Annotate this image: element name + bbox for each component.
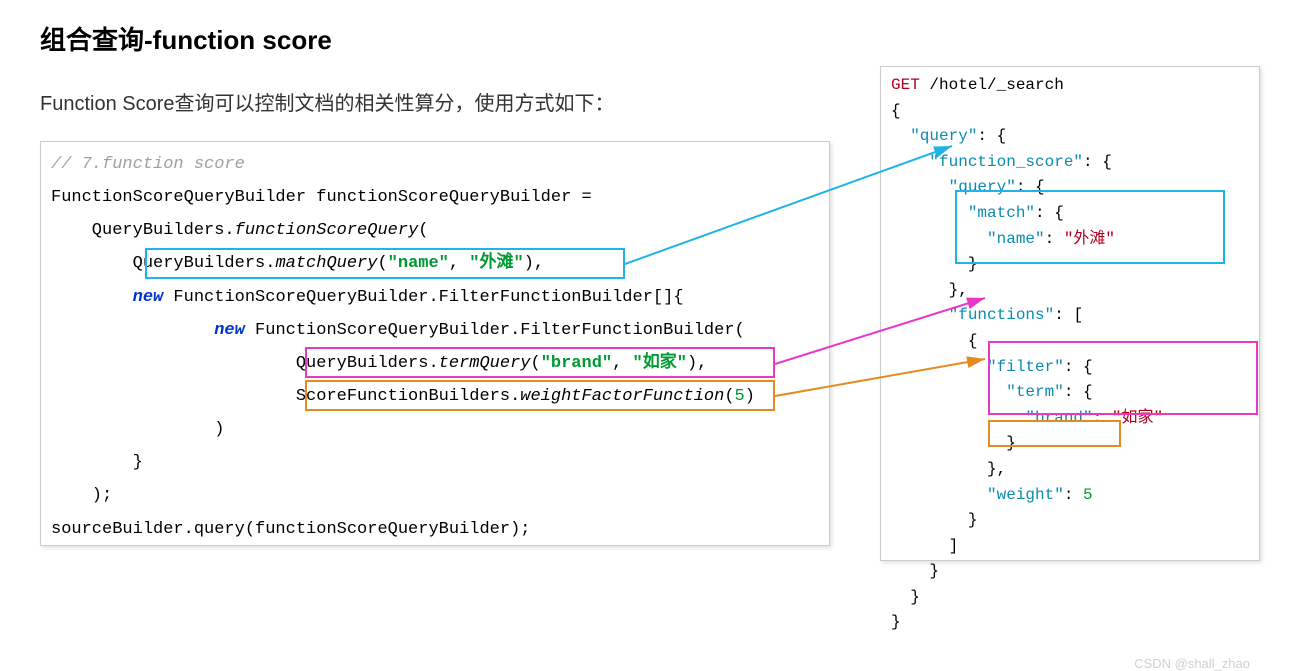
code-line: ( <box>531 354 541 373</box>
code-line <box>891 383 1006 401</box>
code-line: QueryBuilders. <box>51 221 235 240</box>
json-key: "brand" <box>1025 409 1092 427</box>
code-line: ) <box>745 387 755 406</box>
code-line: } <box>51 453 143 472</box>
code-line: { <box>891 332 977 350</box>
json-key: "match" <box>968 204 1035 222</box>
code-line: , <box>612 354 632 373</box>
code-method: termQuery <box>439 354 531 373</box>
json-key: "name" <box>987 230 1045 248</box>
java-code-block: // 7.function score FunctionScoreQueryBu… <box>40 141 830 546</box>
code-line: FunctionScoreQueryBuilder.FilterFunction… <box>163 288 683 307</box>
watermark: CSDN @shall_zhao <box>1134 656 1250 671</box>
code-line: }, <box>891 460 1006 478</box>
code-line: : <box>1064 486 1083 504</box>
code-line <box>891 127 910 145</box>
code-method: matchQuery <box>275 254 377 273</box>
code-line: } <box>891 511 977 529</box>
code-line: } <box>891 434 1016 452</box>
code-line: : { <box>1016 178 1045 196</box>
json-code-block: GET /hotel/_search { "query": { "functio… <box>880 66 1260 561</box>
code-line: ] <box>891 537 958 555</box>
code-string: "name" <box>388 254 449 273</box>
code-string: "外滩" <box>469 254 523 273</box>
code-line: : { <box>1064 383 1093 401</box>
code-line: : { <box>977 127 1006 145</box>
code-line <box>51 321 214 340</box>
code-line: , <box>449 254 469 273</box>
code-line: : <box>1045 230 1064 248</box>
code-line: : [ <box>1054 306 1083 324</box>
code-line: : { <box>1064 358 1093 376</box>
code-line: FunctionScoreQueryBuilder.FilterFunction… <box>245 321 745 340</box>
code-line <box>891 204 968 222</box>
code-method: functionScoreQuery <box>235 221 419 240</box>
code-keyword: new <box>214 321 245 340</box>
code-line: FunctionScoreQueryBuilder functionScoreQ… <box>51 188 592 207</box>
json-string: "如家" <box>1112 409 1163 427</box>
code-line: QueryBuilders. <box>51 254 275 273</box>
json-key: "query" <box>949 178 1016 196</box>
code-line <box>891 358 987 376</box>
code-line: }, <box>891 281 968 299</box>
code-keyword: new <box>133 288 164 307</box>
json-number: 5 <box>1083 486 1093 504</box>
code-string: "brand" <box>541 354 612 373</box>
code-line: ); <box>51 486 112 505</box>
json-key: "functions" <box>949 306 1055 324</box>
code-line <box>891 178 949 196</box>
json-key: "function_score" <box>929 153 1083 171</box>
code-line: : { <box>1035 204 1064 222</box>
code-line: ( <box>724 387 734 406</box>
json-key: "filter" <box>987 358 1064 376</box>
code-method: weightFactorFunction <box>520 387 724 406</box>
code-line <box>891 486 987 504</box>
code-line <box>51 288 133 307</box>
json-string: "外滩" <box>1064 230 1115 248</box>
content-area: // 7.function score FunctionScoreQueryBu… <box>40 141 1260 631</box>
page-title: 组合查询-function score <box>40 20 1261 57</box>
code-line: : <box>1093 409 1112 427</box>
code-line: ScoreFunctionBuilders. <box>51 387 520 406</box>
code-string: "如家" <box>633 354 687 373</box>
code-line: ) <box>51 420 224 439</box>
code-line: /hotel/_search <box>920 76 1064 94</box>
code-line: } <box>891 562 939 580</box>
code-line: : { <box>1083 153 1112 171</box>
code-comment: // 7.function score <box>51 155 245 174</box>
json-key: "term" <box>1006 383 1064 401</box>
json-key: "query" <box>910 127 977 145</box>
code-line: ), <box>687 354 707 373</box>
code-number: 5 <box>735 387 745 406</box>
code-line: ), <box>524 254 544 273</box>
code-line <box>891 306 949 324</box>
http-method: GET <box>891 76 920 94</box>
code-line <box>891 409 1025 427</box>
code-line: ( <box>377 254 387 273</box>
json-key: "weight" <box>987 486 1064 504</box>
code-line: ( <box>418 221 428 240</box>
code-line: QueryBuilders. <box>51 354 439 373</box>
code-line: } <box>891 613 901 631</box>
code-line: { <box>891 102 901 120</box>
code-line: } <box>891 255 977 273</box>
code-line: } <box>891 588 920 606</box>
code-line <box>891 153 929 171</box>
code-line <box>891 230 987 248</box>
code-line: sourceBuilder.query(functionScoreQueryBu… <box>51 520 530 539</box>
